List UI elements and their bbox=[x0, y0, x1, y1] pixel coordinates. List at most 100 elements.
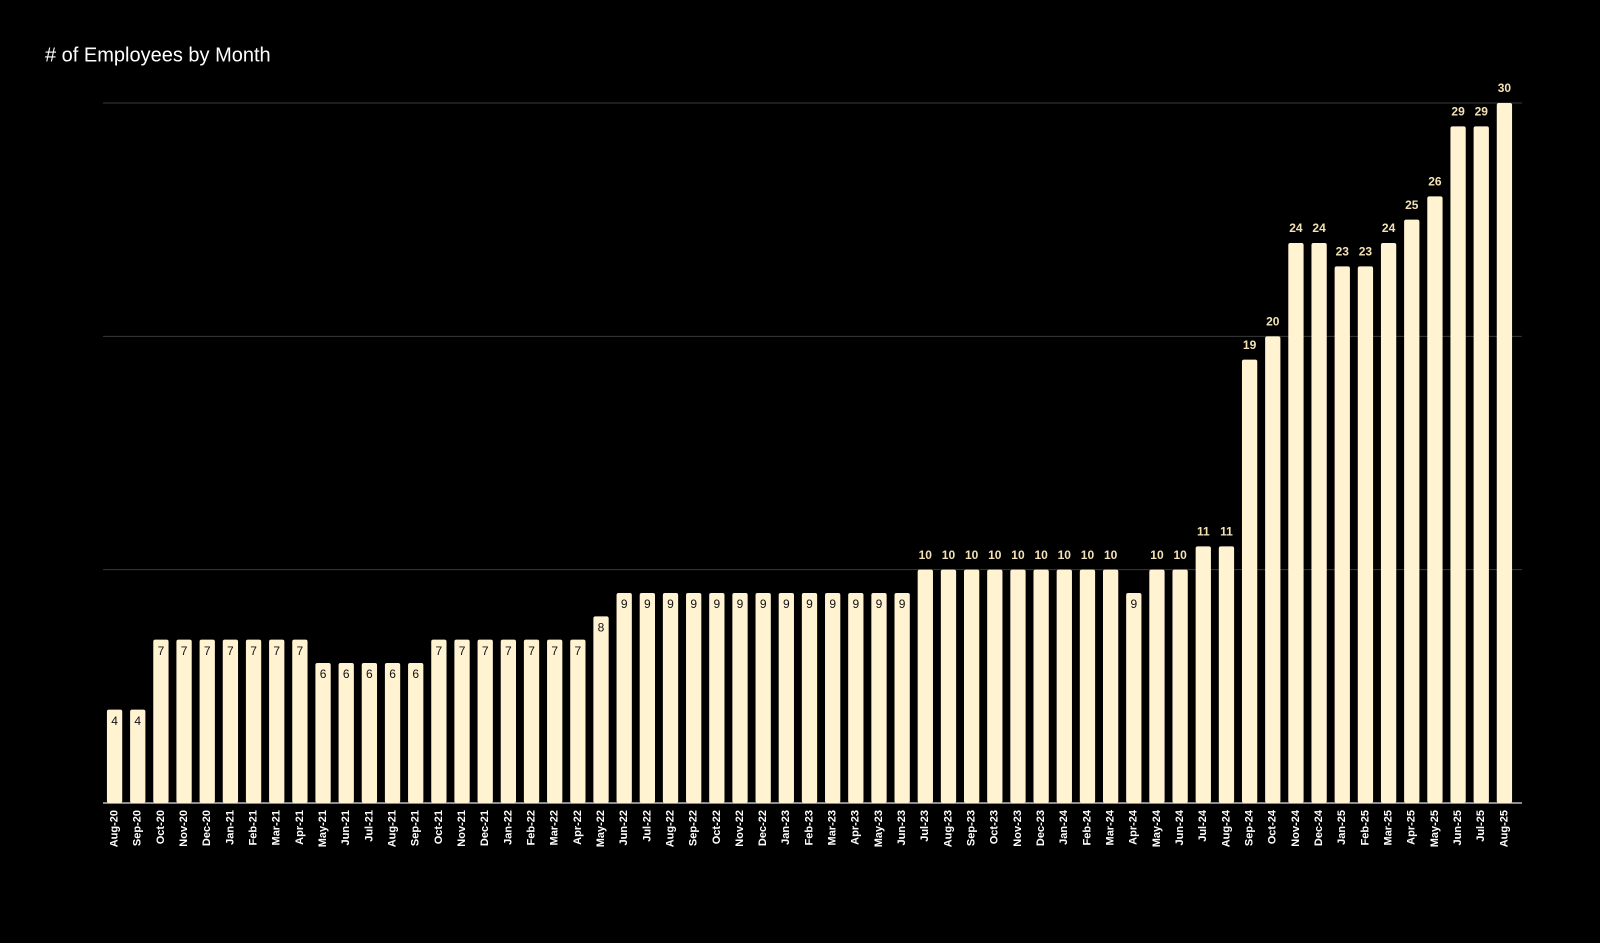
data-label: 7 bbox=[575, 644, 582, 658]
bar bbox=[500, 639, 517, 803]
data-label: 10 bbox=[942, 548, 956, 562]
data-label: 4 bbox=[134, 714, 141, 728]
x-tick-label: Sep-22 bbox=[688, 810, 700, 846]
data-label: 29 bbox=[1451, 105, 1465, 119]
data-label: 6 bbox=[320, 667, 327, 681]
data-label: 7 bbox=[528, 644, 535, 658]
bar bbox=[778, 593, 794, 803]
bar bbox=[292, 639, 308, 803]
x-tick-label: Jun-24 bbox=[1174, 809, 1186, 845]
bar bbox=[894, 593, 910, 803]
bar bbox=[153, 639, 169, 803]
data-label: 9 bbox=[714, 597, 721, 611]
x-tick-label: Feb-24 bbox=[1081, 809, 1093, 845]
bar bbox=[106, 709, 123, 803]
data-label: 7 bbox=[158, 644, 165, 658]
bar bbox=[1195, 546, 1211, 803]
x-tick-label: May-21 bbox=[317, 810, 329, 847]
x-tick-label: Jun-23 bbox=[896, 810, 908, 845]
bar bbox=[825, 593, 841, 803]
data-label: 29 bbox=[1475, 105, 1489, 119]
x-tick-label: Apr-22 bbox=[572, 810, 584, 845]
x-tick-label: Sep-21 bbox=[410, 810, 422, 846]
bar bbox=[477, 639, 493, 803]
x-tick-label: Dec-24 bbox=[1313, 809, 1325, 846]
x-tick-label: Sep-23 bbox=[966, 810, 978, 846]
x-tick-label: Feb-25 bbox=[1359, 810, 1371, 845]
data-label: 26 bbox=[1428, 175, 1442, 189]
x-tick-label: Mar-23 bbox=[827, 810, 839, 845]
x-tick-label: Jan-25 bbox=[1336, 810, 1348, 845]
bar bbox=[662, 593, 679, 803]
x-tick-label: Nov-24 bbox=[1290, 809, 1302, 847]
x-tick-label: May-24 bbox=[1151, 809, 1163, 847]
data-label: 9 bbox=[644, 597, 651, 611]
bar bbox=[871, 593, 887, 803]
x-tick-label: Aug-23 bbox=[942, 810, 954, 847]
data-label: 9 bbox=[852, 597, 859, 611]
bar bbox=[384, 663, 401, 803]
data-label: 9 bbox=[783, 597, 790, 611]
bar bbox=[361, 663, 378, 803]
x-tick-label: May-23 bbox=[873, 810, 885, 847]
bar bbox=[222, 639, 239, 803]
bar bbox=[1496, 103, 1513, 803]
data-label: 6 bbox=[343, 667, 350, 681]
data-label: 6 bbox=[389, 667, 396, 681]
x-tick-label: Feb-23 bbox=[803, 810, 815, 845]
x-tick-label: Aug-22 bbox=[664, 810, 676, 847]
bar bbox=[269, 639, 285, 803]
bar bbox=[408, 663, 424, 803]
bar bbox=[1149, 569, 1165, 803]
bar bbox=[593, 616, 609, 803]
data-label: 23 bbox=[1359, 245, 1373, 259]
bar bbox=[755, 593, 771, 803]
bar bbox=[1056, 569, 1072, 803]
data-label: 11 bbox=[1220, 525, 1233, 539]
bar bbox=[1172, 569, 1188, 803]
data-label: 10 bbox=[1104, 548, 1118, 562]
bar bbox=[338, 663, 354, 803]
x-tick-label: Jul-25 bbox=[1475, 810, 1487, 842]
data-label: 6 bbox=[366, 667, 373, 681]
x-tick-label: Apr-24 bbox=[1128, 809, 1140, 845]
bar bbox=[1126, 593, 1142, 803]
data-label: 10 bbox=[1058, 548, 1072, 562]
data-label: 9 bbox=[667, 597, 674, 611]
x-tick-label: Jan-21 bbox=[224, 810, 236, 845]
data-label: 9 bbox=[876, 597, 883, 611]
data-label: 9 bbox=[760, 597, 767, 611]
bar bbox=[1473, 126, 1489, 804]
bar bbox=[1033, 569, 1049, 803]
data-label: 7 bbox=[482, 644, 489, 658]
bar bbox=[1102, 569, 1119, 803]
x-tick-label: Dec-22 bbox=[757, 810, 769, 846]
x-tick-label: Oct-23 bbox=[989, 810, 1001, 844]
x-tick-label: Mar-22 bbox=[549, 810, 561, 845]
x-tick-label: Apr-21 bbox=[294, 810, 306, 845]
data-label: 8 bbox=[598, 621, 605, 635]
data-label: 7 bbox=[204, 644, 211, 658]
x-tick-label: Mar-25 bbox=[1383, 810, 1395, 845]
data-label: 10 bbox=[965, 548, 979, 562]
x-tick-label: Apr-23 bbox=[850, 810, 862, 845]
data-label: 9 bbox=[899, 597, 906, 611]
data-label: 9 bbox=[621, 597, 628, 611]
x-tick-label: Mar-21 bbox=[271, 810, 283, 845]
data-label: 10 bbox=[1034, 548, 1048, 562]
data-label: 24 bbox=[1289, 221, 1303, 235]
x-tick-label: May-25 bbox=[1429, 810, 1441, 847]
data-label: 24 bbox=[1382, 221, 1396, 235]
bar bbox=[431, 639, 447, 803]
data-label: 9 bbox=[690, 597, 697, 611]
bar bbox=[1357, 266, 1374, 803]
bar bbox=[1079, 569, 1096, 803]
data-label: 10 bbox=[988, 548, 1002, 562]
x-tick-label: Jan-24 bbox=[1058, 809, 1070, 845]
bar bbox=[1334, 266, 1350, 803]
data-label: 7 bbox=[459, 644, 466, 658]
bar bbox=[1218, 546, 1235, 803]
x-tick-label: Nov-22 bbox=[734, 810, 746, 847]
